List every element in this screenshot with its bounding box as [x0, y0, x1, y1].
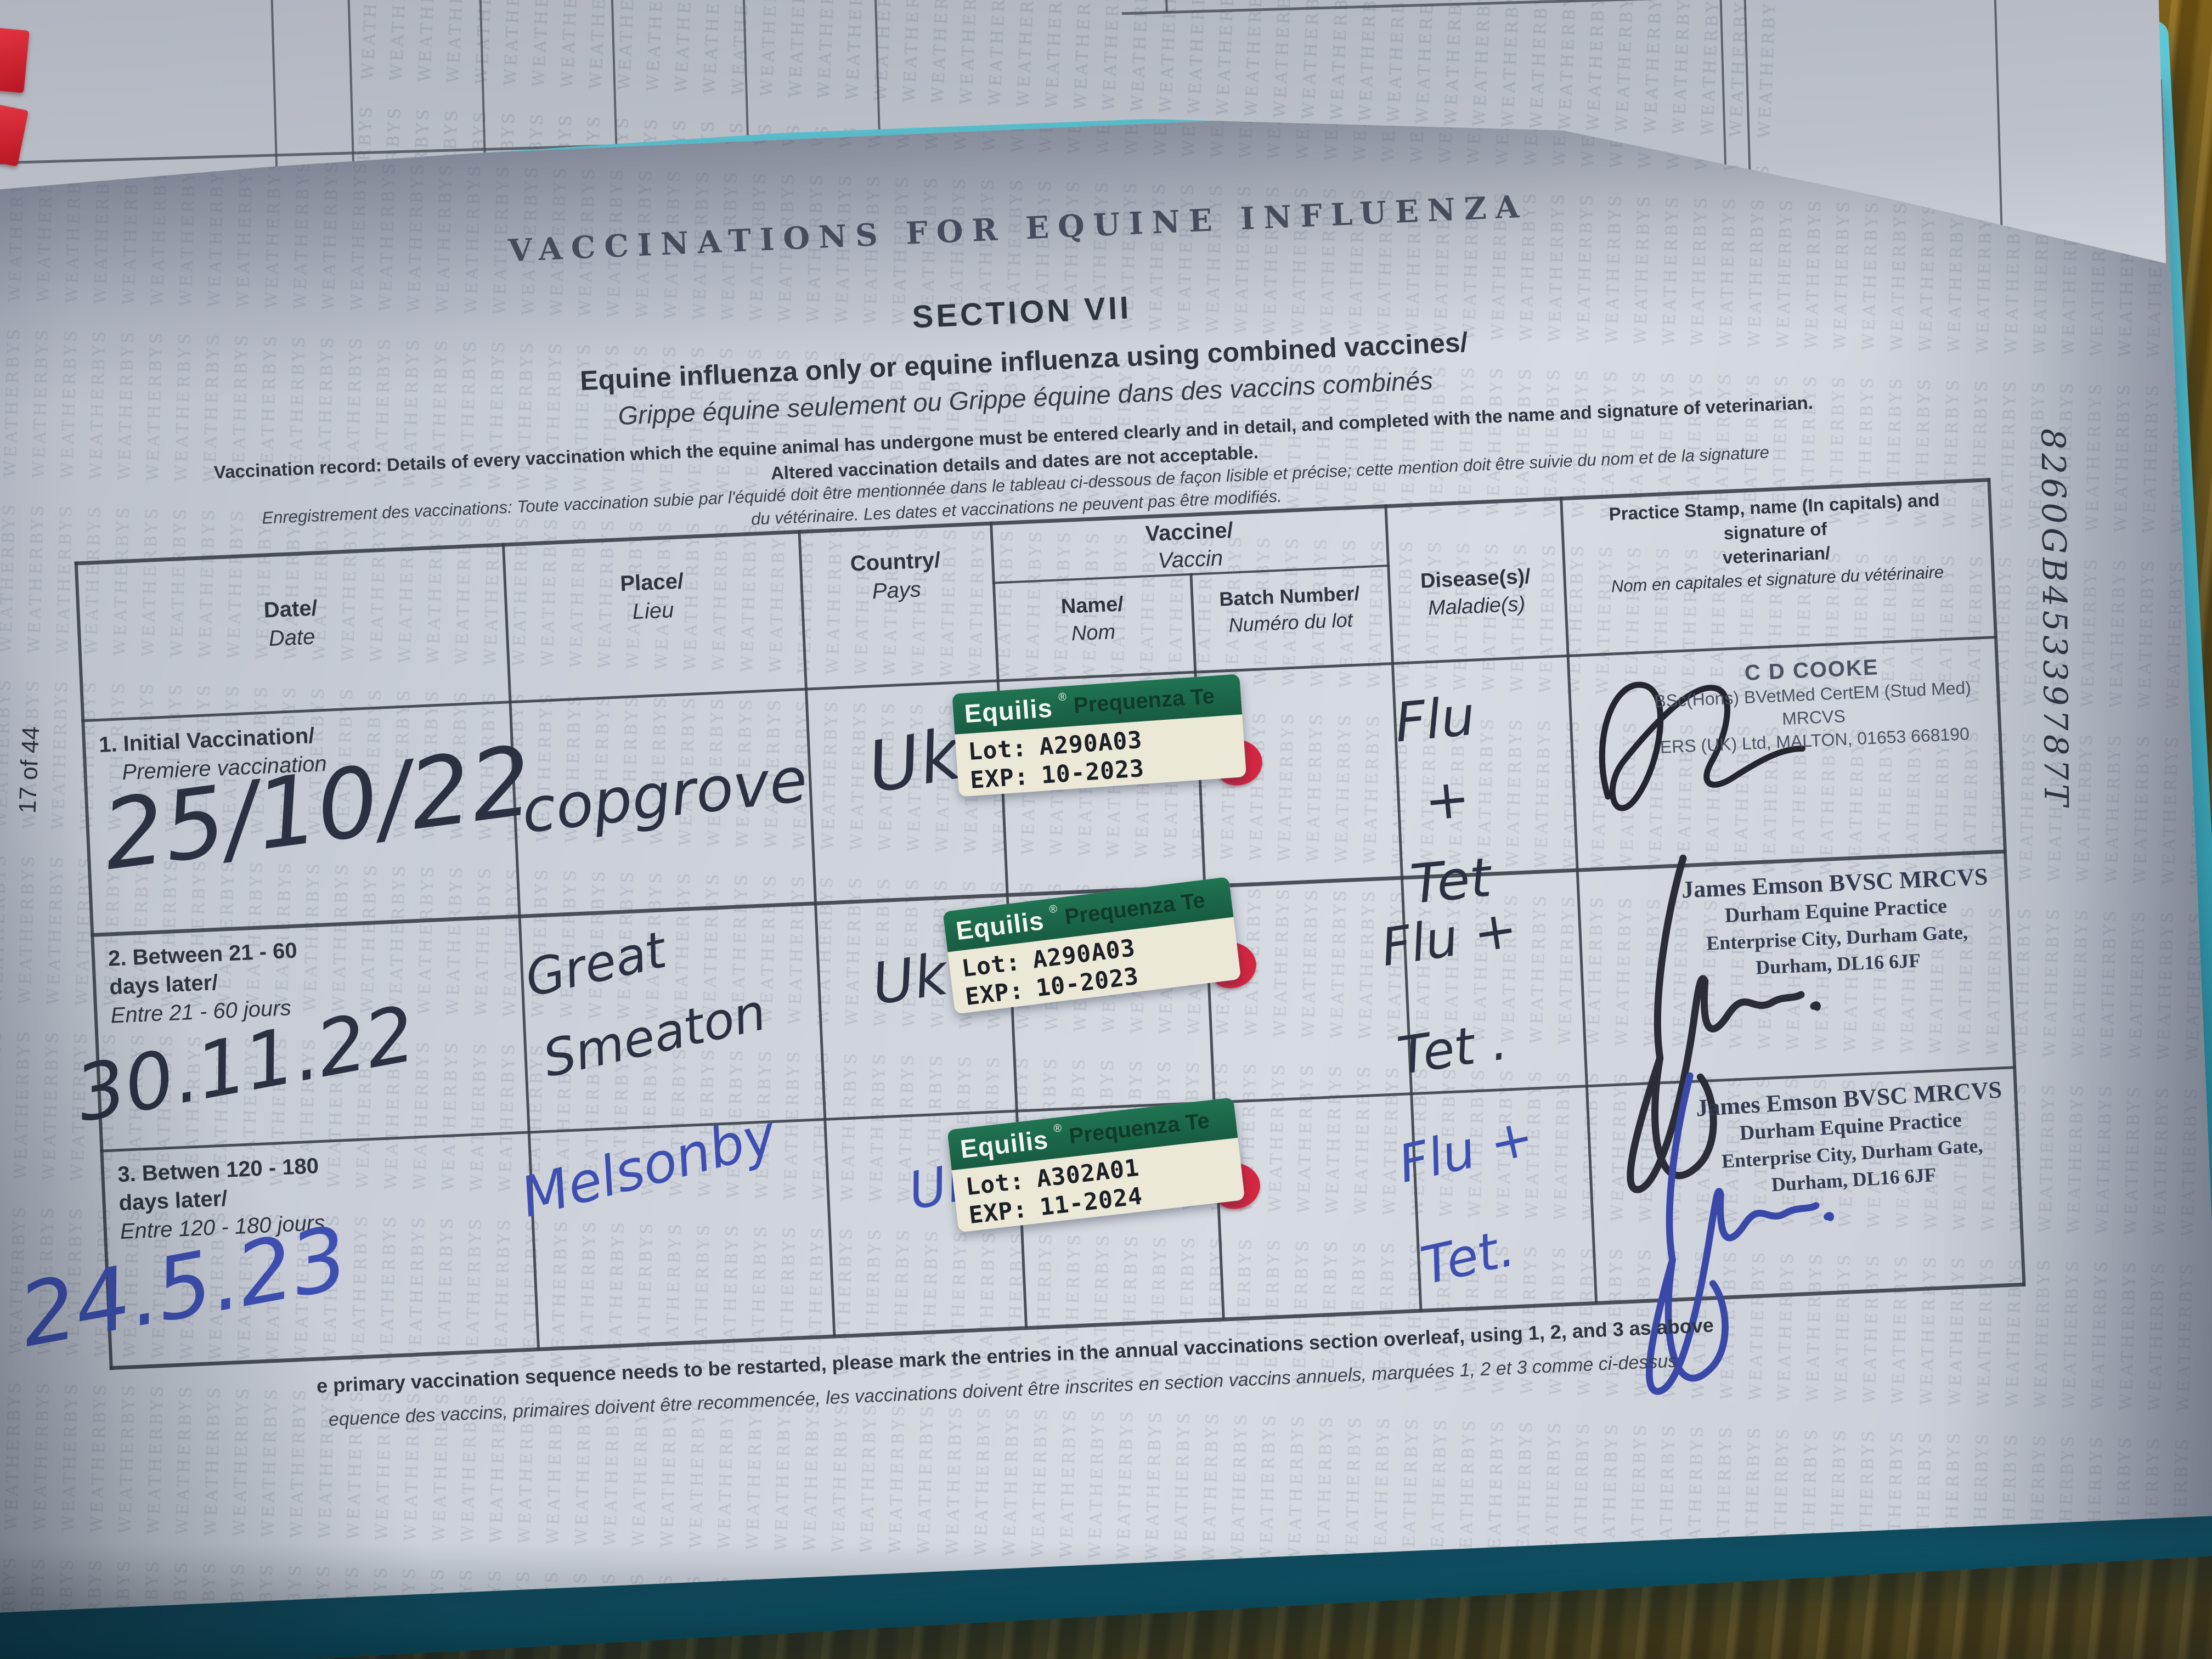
row1-vaccine-sticker: Equilis ® Prequenza Te Lot: A290A03 EXP: 1… [952, 674, 1267, 797]
row1-practice-stamp: C D COOKE BSc(Hons) BVetMed CertEM (Stud… [1654, 655, 1972, 757]
row3-practice-stamp: James Emson BVSC MRCVS Durham Equine Pra… [1695, 1076, 2003, 1196]
row3-vet-signature [1645, 1072, 1835, 1395]
page-number: 17 of 44 [14, 725, 45, 814]
row1-country-handwriting: Uk [862, 713, 967, 809]
column-header-country: Country/Pays [849, 548, 941, 604]
red-page-marker [0, 104, 29, 166]
column-header-batch: Batch Number/Numéro du lot [1218, 582, 1361, 636]
row2-country-handwriting: Uk [867, 940, 952, 1018]
column-header-disease: Disease(s)/Maladie(s) [1420, 565, 1531, 620]
row2-vet-signature [1627, 854, 1821, 1193]
vaccination-record-page: WEATHERBYS WEATHERBYS WEATHERBYS WEATHER… [0, 79, 2212, 1617]
column-header-practice-stamp: Practice Stamp, name (In capitals) and s… [1608, 489, 1944, 596]
red-page-marker [0, 27, 30, 93]
row2-practice-stamp: James Emson BVSC MRCVS Durham Equine Pra… [1681, 863, 1989, 979]
row1-vet-signature [1599, 681, 1805, 811]
column-header-name: Name/Nom [1060, 592, 1124, 646]
document-serial-number: 8260GB45339787T [2033, 428, 2075, 810]
